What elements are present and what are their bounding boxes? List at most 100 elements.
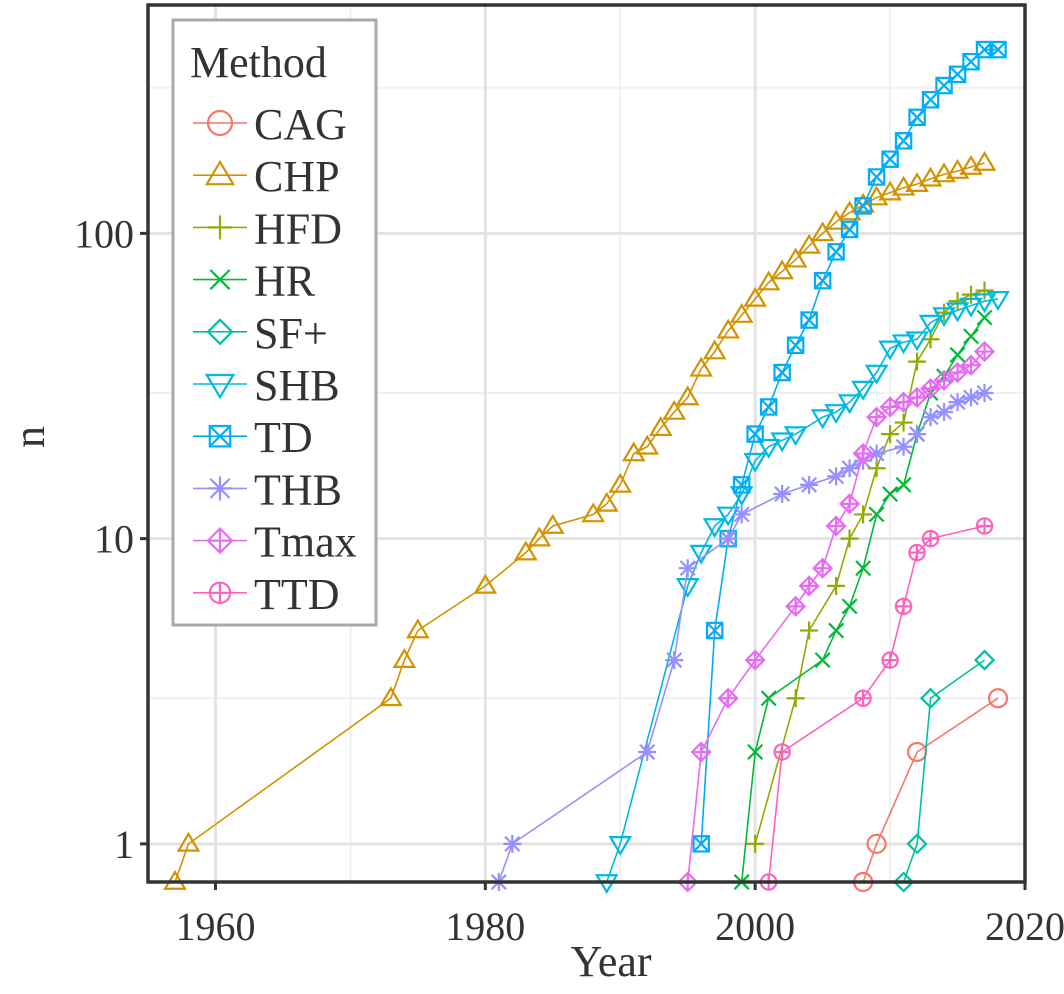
data-point: [786, 689, 805, 708]
data-point: [744, 649, 766, 671]
legend-item: TD: [193, 413, 313, 462]
data-point: [893, 871, 915, 893]
data-point: [608, 836, 633, 856]
data-point: [918, 314, 943, 335]
data-point: [864, 364, 889, 385]
data-point: [855, 560, 872, 577]
y-axis-title: n: [5, 426, 54, 448]
data-point: [773, 485, 792, 504]
data-point: [840, 220, 859, 239]
legend-item: SHB: [193, 361, 340, 410]
data-point: [785, 595, 807, 617]
series-line: [605, 298, 999, 883]
data-point: [976, 309, 993, 326]
legend-key-marker: [206, 527, 234, 555]
data-point: [973, 341, 996, 363]
data-point: [746, 425, 764, 443]
axes: 1960 1980 2000 2020 1 10 100: [74, 211, 1064, 949]
y-tick-label: 10: [94, 517, 134, 562]
data-point: [963, 328, 980, 345]
series-sf-: [893, 649, 996, 893]
data-point: [906, 386, 928, 409]
data-point: [786, 336, 805, 355]
data-point: [392, 648, 417, 668]
legend-label: HFD: [254, 204, 342, 253]
legend-key-marker: [204, 159, 236, 186]
data-point: [719, 529, 738, 548]
data-point: [581, 502, 606, 523]
data-point: [702, 339, 727, 360]
data-point: [540, 513, 565, 534]
legend-box: [171, 18, 378, 627]
data-point: [919, 687, 942, 709]
data-point: [783, 247, 808, 268]
legend-key-marker: [204, 373, 236, 400]
data-point: [868, 506, 885, 523]
data-point: [798, 575, 820, 597]
data-point: [839, 493, 861, 515]
legend-label: CHP: [254, 152, 340, 201]
x-tick-label: 2020: [985, 904, 1064, 949]
data-point: [648, 416, 673, 437]
data-point: [837, 394, 862, 415]
data-point: [987, 688, 1009, 709]
x-tick-label: 1980: [445, 904, 525, 949]
data-point: [945, 302, 970, 323]
series-ttd: [759, 517, 994, 891]
data-point: [702, 518, 727, 539]
data-point: [717, 687, 739, 709]
data-point: [756, 438, 781, 459]
data-point: [908, 352, 927, 371]
data-point: [841, 598, 858, 615]
data-point: [935, 402, 954, 421]
data-point: [932, 307, 956, 328]
data-point: [972, 293, 997, 314]
data-point: [812, 557, 834, 579]
data-point: [975, 383, 994, 402]
data-point: [840, 529, 859, 548]
data-point: [810, 409, 835, 430]
legend-label: Tmax: [254, 518, 357, 567]
legend-item: TTD: [193, 570, 340, 619]
data-point: [638, 742, 657, 761]
data-point: [882, 486, 899, 502]
data-point: [908, 425, 927, 444]
data-point: [825, 515, 847, 537]
data-point: [894, 437, 913, 456]
data-point: [881, 425, 900, 444]
data-point: [527, 526, 552, 547]
data-point: [894, 413, 913, 432]
legend-item: HR: [193, 257, 316, 306]
data-point: [894, 597, 913, 616]
data-point: [972, 150, 997, 171]
data-point: [908, 108, 926, 127]
data-point: [908, 543, 926, 562]
legend-item: Tmax: [193, 518, 357, 567]
data-point: [797, 233, 821, 254]
data-point: [689, 356, 714, 377]
data-point: [975, 517, 994, 535]
data-point: [852, 442, 874, 465]
data-point: [866, 406, 888, 428]
data-point: [986, 291, 1010, 311]
legend-label: TD: [254, 413, 313, 462]
data-point: [881, 651, 899, 669]
legend-item: SF+: [193, 309, 328, 358]
data-point: [773, 363, 791, 382]
data-point: [933, 369, 955, 391]
data-point: [665, 651, 684, 670]
data-point: [692, 835, 710, 853]
data-point: [854, 505, 873, 524]
data-point: [891, 334, 916, 355]
data-point: [840, 459, 859, 478]
legend-key-marker: [209, 269, 231, 290]
series-line: [902, 659, 985, 883]
data-point: [932, 162, 956, 183]
data-point: [906, 833, 928, 855]
data-point: [594, 491, 619, 512]
data-point: [921, 529, 940, 548]
legend-item: THB: [193, 465, 342, 514]
legend-item: CHP: [193, 152, 340, 201]
